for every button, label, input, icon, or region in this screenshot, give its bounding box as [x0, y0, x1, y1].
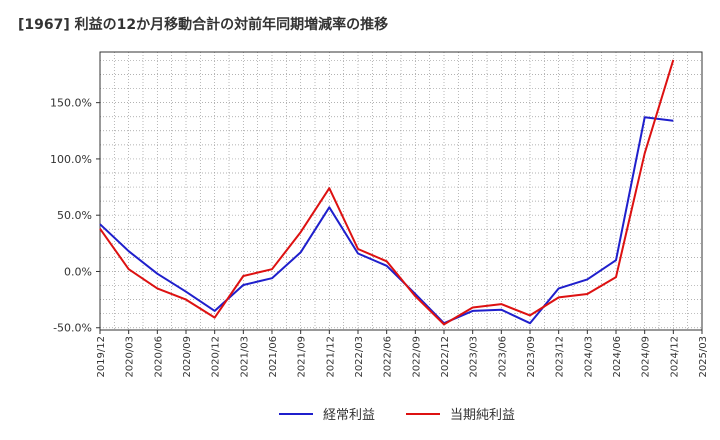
x-tick-label: 2023/12: [555, 336, 566, 378]
x-tick-label: 2024/03: [583, 336, 594, 378]
chart-title: [1967] 利益の12か月移動合計の対前年同期増減率の推移: [18, 17, 389, 33]
x-tick-label: 2024/09: [641, 336, 652, 378]
x-tick-label: 2019/12: [96, 336, 107, 378]
y-tick-label: 100.0%: [50, 153, 92, 166]
x-tick-label: 2023/09: [526, 336, 537, 378]
y-tick-label: 50.0%: [57, 209, 92, 222]
x-tick-label: 2020/06: [153, 336, 164, 378]
y-tick-label: 0.0%: [64, 265, 92, 278]
y-axis: -50.0% 0.0% 50.0% 100.0% 150.0%: [50, 97, 100, 335]
x-tick-label: 2023/06: [497, 336, 508, 378]
legend: 経常利益 当期純利益: [0, 404, 720, 428]
series-line-2: [99, 59, 675, 326]
series-line-1: [99, 116, 674, 325]
legend-label: 当期純利益: [450, 408, 516, 423]
x-tick-label: 2025/03: [698, 336, 709, 378]
x-tick-label: 2024/06: [612, 336, 623, 378]
x-tick-label: 2022/12: [440, 336, 451, 378]
plot-frame: [99, 51, 703, 331]
x-tick-label: 2021/12: [325, 336, 336, 378]
y-tick-label: 150.0%: [50, 97, 92, 110]
x-tick-label: 2020/09: [182, 336, 193, 378]
x-tick-label: 2020/03: [125, 336, 136, 378]
x-tick-label: 2021/09: [297, 336, 308, 378]
legend-item-2: 当期純利益: [406, 404, 515, 423]
x-tick-label: 2023/03: [469, 336, 480, 378]
x-tick-label: 2022/06: [383, 336, 394, 378]
legend-item-1: 経常利益: [279, 404, 375, 423]
series-layer: [99, 59, 675, 326]
legend-swatch: [279, 412, 313, 415]
grid-layer: [99, 52, 703, 330]
x-tick-label: 2024/12: [669, 336, 680, 378]
x-tick-label: 2022/09: [411, 336, 422, 378]
x-tick-label: 2021/03: [239, 336, 250, 378]
x-tick-label: 2022/03: [354, 336, 365, 378]
x-tick-label: 2020/12: [211, 336, 222, 378]
y-tick-label: -50.0%: [53, 322, 92, 335]
legend-swatch: [406, 412, 440, 415]
legend-label: 経常利益: [323, 408, 376, 423]
x-tick-label: 2021/06: [268, 336, 279, 378]
x-axis: 2019/12 2020/03 2020/06 2020/09 2020/12 2021/…: [96, 330, 709, 378]
